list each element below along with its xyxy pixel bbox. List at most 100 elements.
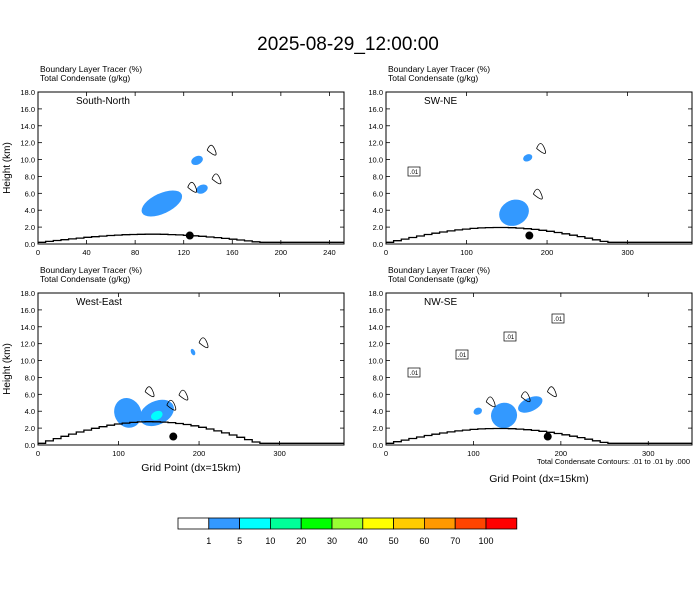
colorbar-label: 10 (265, 536, 275, 546)
colorbar-swatch (485, 517, 518, 530)
condensate-label-box (407, 166, 421, 177)
x-tick-label: 300 (642, 449, 655, 458)
tracer-shading (523, 154, 533, 162)
condensate-label-box (407, 367, 421, 378)
y-tick-label: 6.0 (373, 189, 383, 198)
condensate-contour (166, 399, 177, 411)
y-tick-label: 4.0 (373, 407, 383, 416)
colorbar-swatch (331, 517, 364, 530)
colorbar-label: 20 (296, 536, 306, 546)
condensate-contour (532, 188, 543, 200)
y-tick-label: 4.0 (373, 206, 383, 215)
y-tick-label: 12.0 (20, 139, 35, 148)
figure-title: 2025-08-29_12:00:00 (257, 34, 439, 55)
tracer-shading (196, 184, 208, 194)
x-tick-label: 200 (193, 449, 206, 458)
panel-header-tracer: Boundary Layer Tracer (%) (40, 265, 142, 275)
x-tick-label: 300 (273, 449, 286, 458)
y-tick-label: 16.0 (368, 105, 383, 114)
y-tick-label: 0.0 (373, 441, 383, 450)
y-axis-label: Height (km) (2, 343, 13, 395)
tracer-shading (141, 190, 183, 217)
y-tick-label: 16.0 (20, 306, 35, 315)
panel-4: Boundary Layer Tracer (%)Total Condensat… (368, 265, 693, 485)
terrain-line (38, 421, 344, 444)
colorbar-label: 1 (206, 536, 211, 546)
y-tick-label: 18.0 (20, 88, 35, 97)
panel-3: Boundary Layer Tracer (%)Total Condensat… (2, 265, 345, 474)
y-tick-label: 2.0 (373, 223, 383, 232)
y-tick-label: 10.0 (368, 156, 383, 165)
x-tick-label: 200 (541, 248, 554, 257)
condensate-label-box (551, 313, 565, 324)
y-tick-label: 0.0 (25, 441, 35, 450)
y-tick-label: 16.0 (20, 105, 35, 114)
y-tick-label: 12.0 (368, 340, 383, 349)
condensate-contour (536, 143, 546, 154)
colorbar-label: 5 (237, 536, 242, 546)
location-marker (525, 231, 534, 240)
panels: Boundary Layer Tracer (%) Total Condensat… (2, 64, 693, 485)
panel-label: South-North (76, 96, 130, 107)
plot-frame (385, 292, 693, 446)
terrain-line (386, 427, 692, 444)
y-axis-label: Height (km) (2, 142, 13, 194)
colorbar-label: 60 (419, 536, 429, 546)
condensate-contour (485, 396, 496, 408)
condensate-label: .01 (554, 317, 563, 323)
x-tick-label: 80 (131, 248, 139, 257)
terrain-line (38, 233, 344, 243)
x-tick-label: 200 (555, 449, 568, 458)
tracer-shading (190, 348, 196, 356)
panel-label: NW-SE (424, 297, 457, 308)
colorbar-label: 30 (327, 536, 337, 546)
y-tick-label: 8.0 (373, 172, 383, 181)
panel-1: Boundary Layer Tracer (%)Total Condensat… (2, 64, 345, 257)
tracer-shading (499, 199, 529, 226)
condensate-contour (178, 389, 189, 401)
colorbar-label: 50 (389, 536, 399, 546)
panel-header-tracer: Boundary Layer Tracer (%) (388, 64, 490, 74)
y-tick-label: 10.0 (20, 357, 35, 366)
contour-footnote: Total Condensate Contours: .01 to .01 by… (537, 457, 690, 466)
y-tick-label: 18.0 (368, 88, 383, 97)
colorbar: 1 5 10 20 30 40 50 60 70 100 (177, 517, 518, 546)
y-tick-label: 8.0 (25, 172, 35, 181)
colorbar-swatch (300, 517, 333, 530)
y-tick-label: 0.0 (373, 240, 383, 249)
y-tick-label: 14.0 (368, 323, 383, 332)
condensate-contour (211, 173, 222, 185)
y-tick-label: 10.0 (20, 156, 35, 165)
tracer-shading (191, 155, 203, 166)
x-tick-label: 200 (275, 248, 288, 257)
y-tick-label: 18.0 (20, 289, 35, 298)
x-tick-label: 0 (36, 248, 40, 257)
tracer-shading (114, 398, 142, 428)
condensate-contour (144, 386, 155, 398)
condensate-contour (198, 337, 209, 349)
colorbar-label: 40 (358, 536, 368, 546)
tracer-shading (473, 407, 483, 415)
location-marker (185, 231, 194, 240)
colorbar-swatch (208, 517, 241, 530)
y-tick-label: 18.0 (368, 289, 383, 298)
condensate-label: .01 (410, 170, 419, 176)
colorbar-swatch (454, 517, 487, 530)
y-tick-label: 8.0 (25, 373, 35, 382)
panel-label: West-East (76, 297, 122, 308)
x-tick-label: 40 (82, 248, 90, 257)
x-tick-label: 0 (384, 449, 388, 458)
condensate-contour (187, 181, 198, 193)
y-tick-label: 4.0 (25, 206, 35, 215)
plot-frame (37, 292, 345, 446)
y-tick-label: 2.0 (25, 223, 35, 232)
condensate-label: .01 (506, 335, 515, 341)
y-tick-label: 6.0 (25, 390, 35, 399)
x-tick-label: 300 (621, 248, 634, 257)
colorbar-swatch (362, 517, 394, 530)
y-tick-label: 12.0 (368, 139, 383, 148)
condensate-label-box (503, 331, 517, 342)
colorbar-swatch (177, 517, 210, 530)
tracer-shading (518, 396, 543, 413)
